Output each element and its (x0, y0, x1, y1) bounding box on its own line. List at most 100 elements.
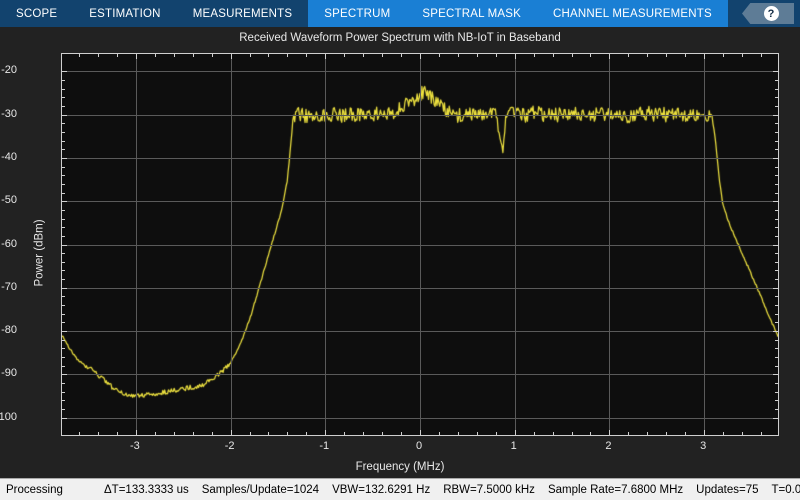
y-axis-minor-tick (62, 105, 65, 107)
y-axis-tick (773, 331, 778, 333)
status-metric-2: VBW=132.6291 Hz (332, 483, 431, 496)
x-axis-tick-label: 2 (605, 440, 612, 452)
x-axis-tick-label: -3 (129, 440, 140, 452)
tab-measurements-label: MEASUREMENTS (192, 7, 293, 20)
y-axis-minor-tick (775, 175, 778, 177)
x-axis-minor-tick (116, 432, 118, 435)
y-axis-minor-tick (62, 192, 65, 194)
status-metric-3: RBW=7.5000 kHz (443, 483, 535, 496)
grid-line-vertical (704, 54, 706, 435)
x-axis-minor-tick (97, 432, 99, 435)
x-axis-minor-tick (476, 432, 478, 435)
tab-scope-label: SCOPE (16, 7, 58, 20)
y-axis-tick (62, 287, 67, 289)
x-axis-minor-tick (306, 432, 308, 435)
tab-spectrum[interactable]: SPECTRUM (308, 0, 407, 27)
x-axis-tick (325, 430, 327, 435)
tab-estimation[interactable]: ESTIMATION (73, 0, 176, 27)
y-axis-minor-tick (62, 270, 65, 272)
x-axis-minor-tick (628, 54, 630, 57)
y-axis-minor-tick (62, 140, 65, 142)
x-axis-minor-tick (97, 54, 99, 57)
y-axis-minor-tick (775, 253, 778, 255)
y-axis-tick-label: -90 (1, 367, 17, 380)
y-axis-minor-tick (62, 348, 65, 350)
x-axis-minor-tick (249, 54, 251, 57)
y-axis-tick (773, 201, 778, 203)
x-axis-minor-tick (116, 54, 118, 57)
y-axis-tick-label: -40 (1, 150, 17, 163)
x-axis-minor-tick (590, 54, 592, 57)
x-axis-minor-tick (344, 54, 346, 57)
x-axis-minor-tick (344, 432, 346, 435)
y-axis-tick-label: -20 (1, 64, 17, 77)
x-axis-tick (514, 430, 516, 435)
y-axis-minor-tick (775, 270, 778, 272)
y-axis-minor-tick (62, 305, 65, 307)
y-axis-minor-tick (775, 183, 778, 185)
x-axis-tick (420, 430, 421, 435)
x-axis-minor-tick (154, 432, 156, 435)
y-axis-tick (62, 201, 67, 203)
tab-channel-measurements[interactable]: CHANNEL MEASUREMENTS (537, 0, 728, 27)
x-axis-minor-tick (382, 432, 384, 435)
x-axis-minor-tick (495, 432, 497, 435)
x-axis-minor-tick (533, 432, 535, 435)
y-axis-tick-label: -30 (1, 107, 17, 120)
x-axis-minor-tick (268, 432, 270, 435)
help-button[interactable]: ? (742, 3, 794, 24)
x-axis-minor-tick (306, 54, 308, 57)
y-axis-minor-tick (775, 365, 778, 367)
y-axis-minor-tick (775, 97, 778, 99)
y-axis-minor-tick (775, 383, 778, 385)
y-axis-minor-tick (775, 209, 778, 211)
toolbar-spacer (728, 0, 742, 27)
x-axis-minor-tick (760, 432, 762, 435)
x-axis-tick (135, 54, 137, 59)
question-mark-icon: ? (763, 6, 779, 21)
y-axis-minor-tick (62, 391, 65, 393)
y-axis-minor-tick (62, 313, 65, 315)
x-axis-minor-tick (438, 54, 440, 57)
x-axis-minor-tick (476, 54, 478, 57)
x-axis-minor-tick (590, 432, 592, 435)
y-axis-minor-tick (62, 149, 65, 151)
tab-measurements[interactable]: MEASUREMENTS (177, 0, 309, 27)
x-axis-tick (230, 430, 232, 435)
x-axis-minor-tick (647, 432, 649, 435)
x-axis-minor-tick (571, 54, 573, 57)
tab-spectrum-label: SPECTRUM (324, 7, 391, 20)
y-axis-minor-tick (775, 313, 778, 315)
y-axis-minor-tick (62, 383, 65, 385)
x-axis-tick-label: -2 (224, 440, 235, 452)
y-axis-minor-tick (775, 322, 778, 324)
y-axis-minor-tick (775, 166, 778, 168)
y-axis-minor-tick (62, 131, 65, 133)
spectrum-plot-area[interactable] (61, 53, 779, 436)
x-axis-minor-tick (723, 54, 725, 57)
x-axis-tick-label: 0 (415, 440, 423, 452)
x-axis-minor-tick (211, 432, 213, 435)
chart-title: Received Waveform Power Spectrum with NB… (239, 32, 561, 44)
y-axis-minor-tick (62, 253, 65, 255)
status-mode: Processing (6, 483, 63, 496)
status-metric-5: Updates=75 (696, 483, 759, 496)
y-axis-minor-tick (62, 409, 65, 411)
x-axis-minor-tick (79, 432, 81, 435)
grid-line-vertical (514, 54, 516, 435)
y-axis-minor-tick (62, 79, 65, 81)
y-axis-minor-tick (775, 305, 778, 307)
status-metric-0: ΔT=133.3333 us (104, 483, 189, 496)
y-axis-minor-tick (62, 279, 65, 281)
y-axis-tick-label: -100 (0, 410, 17, 423)
x-axis-tick (704, 430, 706, 435)
tab-spectral-mask[interactable]: SPECTRAL MASK (406, 0, 538, 27)
x-axis-minor-tick (382, 54, 384, 57)
tab-scope[interactable]: SCOPE (0, 0, 73, 27)
x-axis-tick-label: 1 (510, 440, 517, 452)
main-toolbar: SCOPE ESTIMATION MEASUREMENTS SPECTRUM S… (0, 0, 800, 27)
x-axis-minor-tick (457, 54, 459, 57)
y-axis-minor-tick (62, 296, 65, 298)
x-axis-tick-label: 3 (700, 440, 707, 452)
y-axis-minor-tick (775, 261, 778, 263)
